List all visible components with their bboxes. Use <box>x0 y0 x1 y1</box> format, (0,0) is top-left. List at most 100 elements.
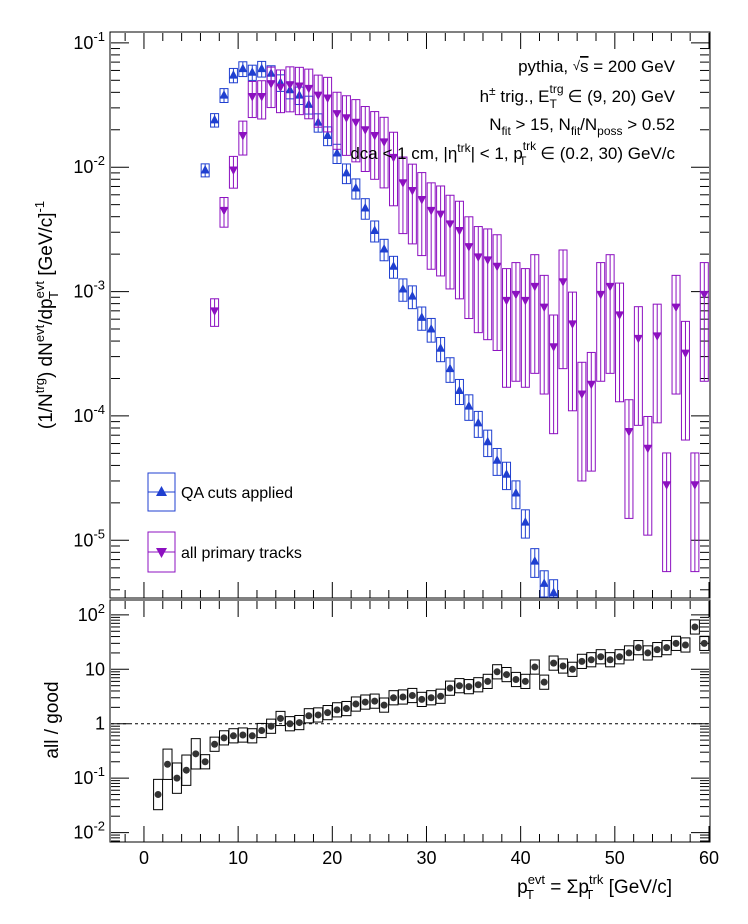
ratio-point <box>689 619 700 635</box>
qa-point <box>379 238 389 262</box>
y-tick-label: 10-3 <box>73 278 105 302</box>
x-tick-label: 40 <box>511 848 531 868</box>
all-point <box>690 452 700 573</box>
y-tick-label: 102 <box>78 601 105 625</box>
annotation-block: pythia, √s = 200 GeV h± trig., Etrg T ∈ (… <box>350 57 675 168</box>
qa-point <box>210 113 220 128</box>
all-point <box>567 291 577 412</box>
annotation-nfit: Nfit > 15, Nfit/Nposs > 0.52 <box>489 115 675 138</box>
all-point <box>511 262 521 382</box>
qa-point <box>351 178 361 200</box>
all-point <box>313 74 323 128</box>
ratio-point <box>407 687 418 704</box>
qa-point <box>454 378 464 406</box>
ratio-point <box>445 680 456 696</box>
qa-point <box>228 67 238 84</box>
all-point <box>257 80 267 120</box>
ratio-point <box>256 722 267 739</box>
qa-point <box>417 306 427 331</box>
all-point <box>247 80 257 119</box>
x-axis: 0 10 20 30 40 50 60 <box>124 33 719 868</box>
all-point <box>360 106 370 172</box>
ratio-point <box>652 642 663 658</box>
ratio-point <box>510 671 521 688</box>
all-point <box>549 314 559 435</box>
legend-label-all: all primary tracks <box>181 545 302 562</box>
ratio-point <box>162 748 173 780</box>
qa-point <box>539 570 549 598</box>
ratio-point <box>350 696 361 712</box>
legend-entry-all: all primary tracks <box>147 531 302 573</box>
ratio-point <box>463 679 474 695</box>
ratio-point <box>539 674 550 690</box>
all-point <box>228 155 238 189</box>
ratio-point <box>200 754 211 770</box>
ratio-point <box>369 693 380 709</box>
ratio-panel-data <box>153 619 710 811</box>
ratio-point <box>303 708 314 724</box>
annotation-trigger: h± trig., Etrg T ∈ (9, 20) GeV <box>480 82 676 111</box>
ratio-point <box>219 730 230 746</box>
top-y-axis-title: (1/Ntrg) dNevt/dpevtT [GeV/c]-1 <box>32 201 61 429</box>
ratio-point <box>529 659 540 675</box>
all-point <box>341 95 351 156</box>
all-point <box>304 68 314 120</box>
ratio-point <box>642 645 653 661</box>
all-point <box>426 182 436 270</box>
bottom-panel-frame <box>109 599 711 843</box>
all-point <box>417 172 427 257</box>
qa-point <box>445 357 455 383</box>
all-point <box>398 156 408 235</box>
top-panel-data <box>200 60 709 598</box>
all-point <box>624 399 634 519</box>
qa-point <box>426 317 436 343</box>
qa-point <box>530 548 540 578</box>
ratio-point <box>332 702 343 718</box>
qa-point <box>492 447 502 476</box>
qa-point <box>200 163 210 178</box>
bottom-y-axis-title: all / good <box>42 681 63 758</box>
qa-point <box>511 480 521 510</box>
all-point <box>351 99 361 163</box>
x-tick-label: 10 <box>228 848 248 868</box>
ratio-point <box>266 718 277 734</box>
y-tick-label: 1 <box>95 714 105 734</box>
all-point <box>530 254 540 374</box>
bottom-y-axis: 10-2 10-1 1 10 102 <box>73 601 709 843</box>
all-point <box>492 234 502 351</box>
ratio-point <box>360 694 371 710</box>
y-tick-label: 10 <box>85 659 105 679</box>
legend-label-qa: QA cuts applied <box>181 485 293 502</box>
all-point <box>464 216 474 320</box>
qa-point <box>483 429 493 458</box>
annotation-generator: pythia, √s = 200 GeV <box>518 57 676 76</box>
ratio-point <box>341 700 352 717</box>
ratio-point <box>171 762 182 794</box>
all-point <box>210 298 220 327</box>
all-point <box>454 200 464 300</box>
all-point <box>483 228 493 341</box>
ratio-point <box>209 736 220 752</box>
all-point <box>605 254 615 374</box>
top-y-axis: 10-5 10-4 10-3 10-2 10-1 <box>73 29 709 591</box>
all-point <box>219 197 229 228</box>
qa-point <box>360 198 370 220</box>
x-tick-label: 0 <box>139 848 149 868</box>
all-point <box>699 262 709 382</box>
ratio-point <box>633 640 644 656</box>
all-point <box>294 66 304 116</box>
all-point <box>671 274 681 395</box>
x-axis-title: pevt T = Σptrk T [GeV/c] <box>517 872 672 902</box>
qa-point <box>219 88 229 104</box>
y-tick-label: 10-2 <box>73 819 105 843</box>
x-tick-label: 20 <box>322 848 342 868</box>
ratio-point <box>473 677 484 693</box>
ratio-point <box>501 666 512 683</box>
all-point <box>370 111 380 180</box>
qa-point <box>464 394 474 421</box>
legend-entry-qa: QA cuts applied <box>147 472 293 512</box>
qa-point <box>520 509 530 539</box>
all-point <box>558 249 568 370</box>
ratio-point <box>388 690 399 706</box>
